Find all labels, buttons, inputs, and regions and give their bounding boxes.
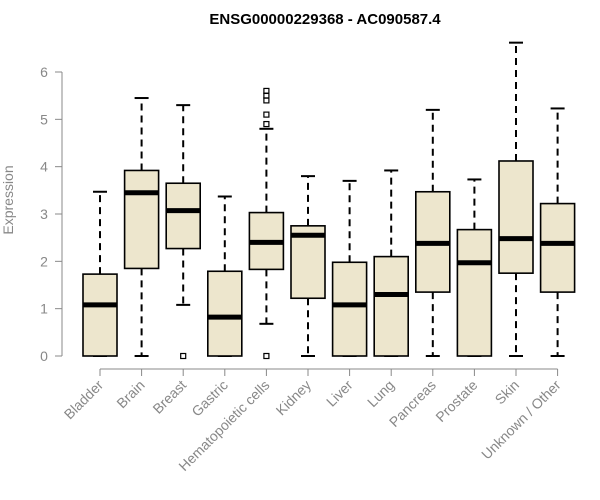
x-tick-label: Kidney	[273, 377, 315, 419]
iqr-box	[207, 270, 243, 357]
y-tick-label: 2	[40, 253, 48, 269]
y-axis: 0 1 2 3 4 5 6	[40, 64, 63, 364]
y-tick-label: 5	[40, 111, 48, 127]
box-gastric	[207, 195, 243, 357]
iqr-box	[373, 255, 410, 357]
iqr-box	[498, 160, 534, 274]
iqr-box	[82, 273, 118, 357]
box-prostate	[456, 178, 493, 357]
iqr-box	[123, 169, 160, 270]
outlier-point	[263, 111, 270, 118]
box-bladder	[82, 190, 118, 357]
outlier-point	[263, 120, 270, 128]
y-tick-label: 1	[40, 301, 48, 317]
iqr-box	[290, 225, 326, 300]
x-tick-label: Skin	[492, 377, 523, 408]
box-pancreas	[414, 108, 451, 357]
box-skin	[498, 41, 534, 357]
outlier-point	[180, 352, 187, 360]
outlier-point	[263, 352, 270, 360]
iqr-box	[165, 182, 201, 250]
x-tick-label: Unknown / Other	[478, 377, 564, 463]
y-axis-label: Expression	[0, 165, 16, 234]
y-tick-label: 4	[40, 159, 48, 175]
y-tick-label: 3	[40, 206, 48, 222]
box-brain	[123, 97, 160, 357]
iqr-box	[539, 202, 576, 293]
outlier-point	[263, 87, 270, 95]
iqr-box	[331, 261, 368, 357]
box-lung	[373, 169, 410, 357]
x-tick-label: Prostate	[432, 377, 480, 425]
iqr-box	[456, 228, 493, 357]
boxes	[82, 41, 576, 360]
box-kidney	[290, 175, 326, 357]
box-hematopoietic-cells	[248, 87, 285, 360]
x-tick-label: Bladder	[61, 377, 107, 423]
box-liver	[331, 179, 368, 357]
x-tick-label: Liver	[323, 377, 356, 410]
x-tick-label: Brain	[113, 377, 147, 411]
x-tick-label: Breast	[149, 377, 189, 417]
chart-title: ENSG00000229368 - AC090587.4	[209, 11, 441, 28]
y-tick-label: 6	[40, 64, 48, 80]
box-unknown-other	[539, 107, 576, 357]
box-breast	[165, 104, 201, 360]
y-tick-label: 0	[40, 348, 48, 364]
x-tick-label: Lung	[364, 377, 397, 410]
